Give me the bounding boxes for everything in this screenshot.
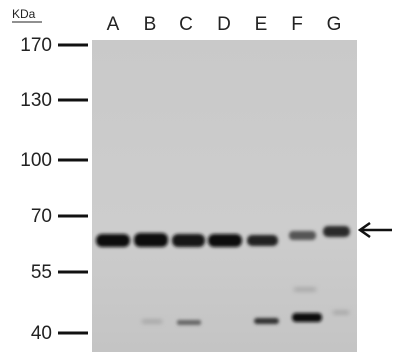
lane-label: C	[179, 14, 193, 35]
band	[142, 320, 162, 323]
markers: 170 130 100 70 55 40	[20, 35, 88, 344]
arrow	[357, 221, 392, 239]
band	[294, 288, 316, 291]
band	[177, 320, 201, 325]
band	[289, 231, 316, 240]
unit-label: KDa	[12, 7, 36, 21]
marker-ticks	[58, 43, 88, 335]
lane-label: F	[291, 14, 303, 35]
bands	[96, 226, 350, 325]
band	[96, 234, 130, 247]
band	[292, 313, 322, 322]
marker-label: 70	[31, 206, 52, 227]
marker-label: 170	[20, 35, 52, 56]
marker-label: 130	[20, 90, 52, 111]
membrane	[92, 40, 357, 352]
band	[172, 234, 205, 247]
band	[134, 233, 168, 247]
marker-label: 40	[31, 323, 52, 344]
lane-label: A	[107, 14, 120, 35]
lane-label: B	[144, 14, 157, 35]
lane-label: G	[327, 14, 342, 35]
band	[208, 234, 242, 247]
faint-bands	[142, 288, 349, 323]
marker-label: 100	[20, 150, 52, 171]
lane-label: D	[217, 14, 231, 35]
lane-label: E	[255, 14, 268, 35]
band	[323, 226, 350, 237]
band	[247, 235, 278, 246]
band	[254, 318, 279, 324]
marker-label: 55	[31, 262, 52, 283]
lane-labels: A B C D E F G	[107, 14, 342, 35]
band	[333, 311, 349, 314]
arrow-head	[357, 221, 371, 239]
